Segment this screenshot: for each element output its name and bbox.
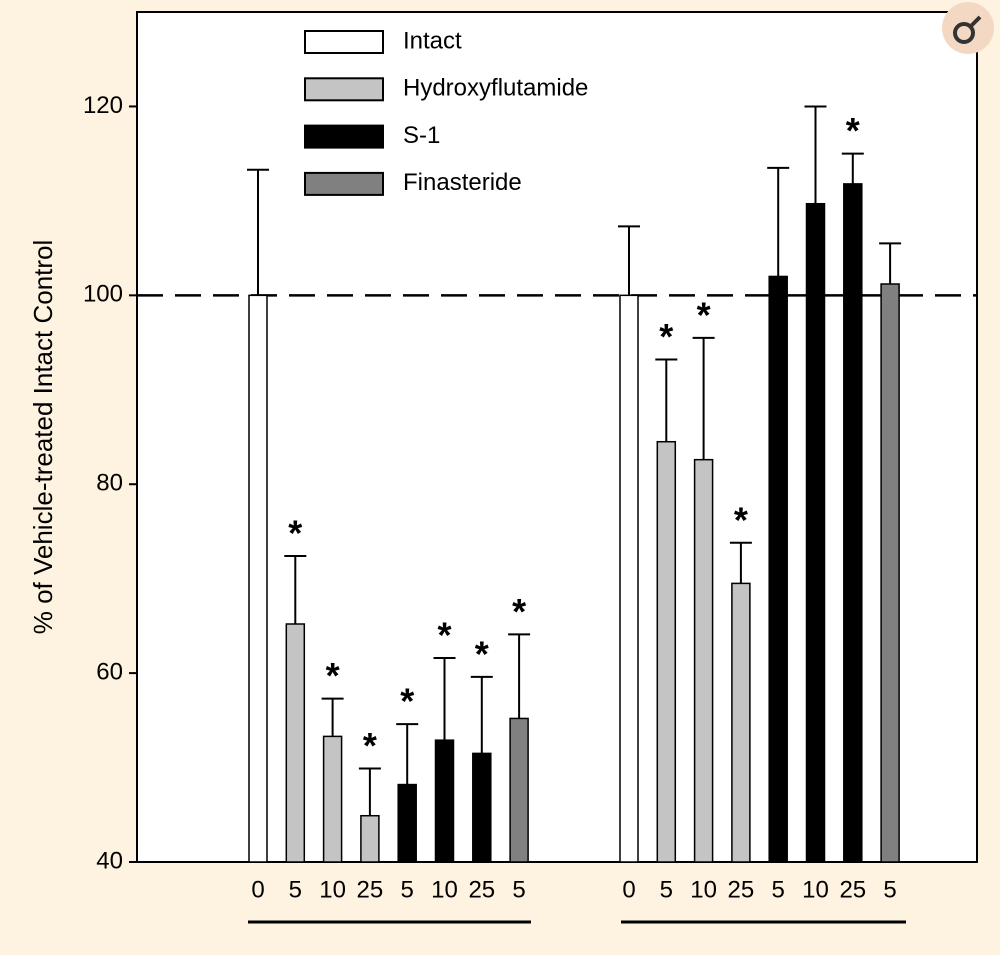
significance-mark: * <box>326 655 340 696</box>
y-tick-label: 40 <box>96 847 123 874</box>
bar <box>619 294 639 863</box>
y-tick-label: 60 <box>96 658 123 685</box>
significance-mark: * <box>437 615 451 656</box>
bar <box>322 735 343 863</box>
male-icon <box>942 2 994 54</box>
bar <box>509 717 529 863</box>
legend-swatch <box>304 30 384 54</box>
bar <box>472 752 492 863</box>
bar <box>805 202 826 863</box>
bar <box>768 275 788 863</box>
x-tick-label: 25 <box>728 876 755 903</box>
y-tick-label: 80 <box>96 470 123 497</box>
plot-area <box>136 11 978 863</box>
bar <box>285 623 306 863</box>
x-tick-label: 10 <box>319 876 346 903</box>
significance-mark: * <box>400 681 414 722</box>
bar <box>731 582 751 863</box>
significance-mark: * <box>659 316 673 357</box>
bar <box>360 814 380 863</box>
x-tick-label: 10 <box>431 876 458 903</box>
x-tick-label: 25 <box>468 876 495 903</box>
x-tick-label: 0 <box>622 876 635 903</box>
significance-mark: * <box>512 591 526 632</box>
significance-mark: * <box>475 633 489 674</box>
bar <box>397 783 417 863</box>
y-tick-label: 100 <box>83 281 123 308</box>
significance-mark: * <box>734 499 748 540</box>
bar <box>693 458 714 863</box>
legend-label: Finasteride <box>403 169 522 196</box>
x-tick-label: 0 <box>251 876 264 903</box>
bar <box>656 440 677 863</box>
x-tick-label: 5 <box>401 876 414 903</box>
x-tick-label: 10 <box>802 876 829 903</box>
significance-mark: * <box>288 513 302 554</box>
legend-label: Intact <box>403 27 462 54</box>
legend-label: Hydroxyflutamide <box>403 75 588 102</box>
x-tick-label: 5 <box>772 876 785 903</box>
x-tick-label: 5 <box>660 876 673 903</box>
y-tick-label: 120 <box>83 92 123 119</box>
significance-mark: * <box>697 294 711 335</box>
x-tick-label: 5 <box>512 876 525 903</box>
x-tick-label: 25 <box>839 876 866 903</box>
x-tick-label: 10 <box>690 876 717 903</box>
bar <box>880 283 900 863</box>
bar <box>248 294 268 863</box>
x-tick-label: 25 <box>357 876 384 903</box>
significance-mark: * <box>846 110 860 151</box>
legend-label: S-1 <box>403 122 440 149</box>
x-tick-label: 5 <box>289 876 302 903</box>
bar <box>843 183 863 863</box>
y-axis-title: % of Vehicle-treated Intact Control <box>28 240 58 635</box>
legend-swatch <box>304 124 384 149</box>
significance-mark: * <box>363 725 377 766</box>
bar <box>434 739 455 863</box>
x-tick-label: 5 <box>883 876 896 903</box>
legend-swatch <box>304 171 384 196</box>
legend-swatch <box>304 77 384 102</box>
